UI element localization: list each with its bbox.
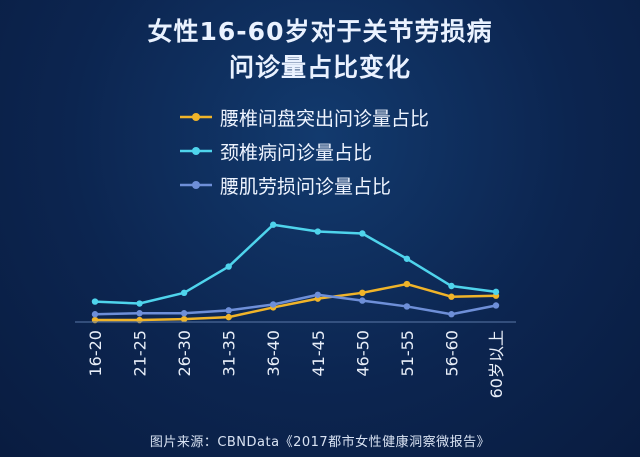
data-point-s2-6 xyxy=(359,297,366,304)
legend-item-lumbar-muscle: 腰肌劳损问诊量占比 xyxy=(178,168,429,202)
source-credit: 图片来源：CBNData《2017都市女性健康洞察微报告》 xyxy=(149,435,491,450)
data-point-s0-3 xyxy=(225,313,232,321)
data-point-s1-7 xyxy=(403,255,411,262)
data-point-s1-2 xyxy=(180,289,188,297)
series-line-1 xyxy=(94,223,497,305)
x-tick-label: 36-40 xyxy=(264,330,283,377)
legend-item-lumbar-disc: 腰椎间盘突出问诊量占比 xyxy=(178,100,429,134)
x-tick-label: 51-55 xyxy=(398,330,417,377)
x-tick-label: 21-25 xyxy=(131,330,150,377)
data-point-s0-7 xyxy=(403,280,411,288)
x-tick-label: 60岁以上 xyxy=(487,330,506,398)
x-tick-label: 46-50 xyxy=(353,330,372,377)
series-line-2 xyxy=(94,293,497,316)
series-layer xyxy=(91,221,500,324)
data-point-s1-8 xyxy=(448,282,455,290)
x-tick-labels: 16-20 21-25 26-30 31-35 36-40 41-45 46-50 51-55… xyxy=(86,330,506,398)
data-point-s2-9 xyxy=(492,302,500,309)
data-point-s0-2 xyxy=(180,315,188,323)
data-point-s1-0 xyxy=(91,298,99,305)
data-point-s2-7 xyxy=(403,303,411,310)
x-tick-label: 31-35 xyxy=(220,330,239,377)
legend-marker-cervical xyxy=(180,147,212,155)
data-point-s1-6 xyxy=(359,230,366,237)
data-point-s0-8 xyxy=(448,293,455,300)
data-point-s1-4 xyxy=(270,221,277,228)
legend-label-cervical: 颈椎病问诊量占比 xyxy=(220,141,373,164)
x-tick-label: 56-60 xyxy=(442,330,461,377)
chart-title: 女性16-60岁对于关节劳损病 问诊量占比变化 xyxy=(0,14,640,86)
legend: 腰椎间盘突出问诊量占比 颈椎病问诊量占比 腰肌劳损问诊量占比 xyxy=(178,100,429,202)
data-point-s2-5 xyxy=(314,291,321,298)
title-line-2: 问诊量占比变化 xyxy=(228,53,411,82)
data-point-s2-4 xyxy=(270,301,277,308)
legend-label-lumbar-disc: 腰椎间盘突出问诊量占比 xyxy=(220,107,430,130)
x-tick-label: 26-30 xyxy=(175,330,194,377)
legend-marker-lumbar-disc xyxy=(180,113,212,121)
title-line-1: 女性16-60岁对于关节劳损病 xyxy=(147,17,493,46)
data-point-s0-6 xyxy=(359,289,366,297)
legend-marker-lumbar-muscle xyxy=(180,181,212,189)
x-tick-label: 41-45 xyxy=(309,330,328,377)
legend-label-lumbar-muscle: 腰肌劳损问诊量占比 xyxy=(220,175,392,198)
x-tick-label: 16-20 xyxy=(86,330,105,377)
data-point-s1-1 xyxy=(136,300,143,307)
data-point-s1-5 xyxy=(314,228,321,235)
data-point-s2-0 xyxy=(91,311,99,318)
data-point-s1-3 xyxy=(225,263,232,270)
data-point-s2-3 xyxy=(225,307,232,314)
data-point-s2-1 xyxy=(136,310,143,317)
data-point-s1-9 xyxy=(492,288,500,296)
series-line-0 xyxy=(95,282,497,322)
legend-item-cervical: 颈椎病问诊量占比 xyxy=(178,134,429,168)
data-point-s2-2 xyxy=(180,310,188,317)
data-point-s2-8 xyxy=(448,311,455,318)
